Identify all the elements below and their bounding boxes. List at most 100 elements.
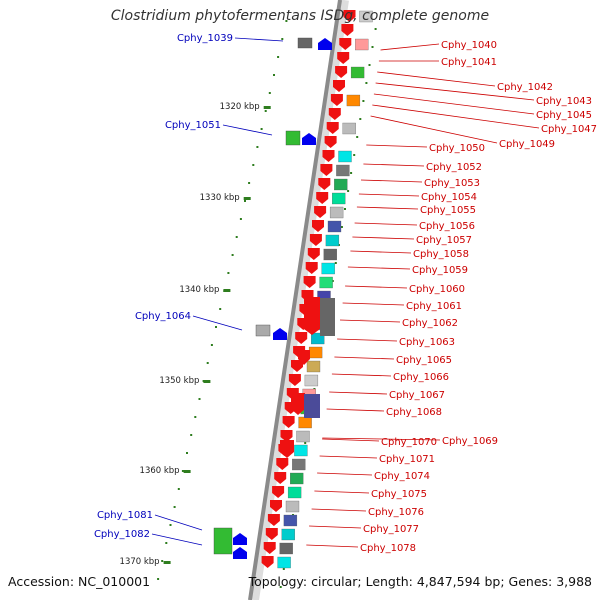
forward-gene-arrow <box>316 192 329 204</box>
scale-tick <box>203 380 211 383</box>
forward-label-leader <box>354 222 418 226</box>
forward-strand-gene <box>323 248 337 261</box>
forward-strand-gene <box>320 298 335 336</box>
forward-gene-arrow <box>326 122 339 134</box>
forward-strand-gene <box>336 164 350 177</box>
forward-gene-arrow <box>339 38 352 50</box>
forward-gene-arrow <box>312 220 324 232</box>
scale-tick-label: 1350 kbp <box>159 376 199 386</box>
guide-dot-right <box>331 280 334 282</box>
forward-gene-arrow <box>330 94 343 106</box>
reverse-gene-label: Cphy_1039 <box>177 33 233 44</box>
reverse-gene-label: Cphy_1064 <box>135 311 191 322</box>
forward-label-leader <box>314 490 370 494</box>
scale-tick <box>263 106 271 109</box>
guide-dot-left <box>190 434 193 436</box>
forward-strand-gene <box>321 262 335 275</box>
forward-strand-gene <box>359 10 373 23</box>
forward-gene-arrow <box>341 24 354 36</box>
guide-dot-right <box>347 190 350 192</box>
forward-label-leader <box>339 319 401 323</box>
forward-strand-gene <box>350 66 365 79</box>
scale-tick <box>223 289 231 292</box>
guide-dot-left <box>235 236 238 238</box>
forward-label-leader <box>306 544 359 548</box>
forward-strand-gene <box>306 360 321 373</box>
forward-label-leader <box>358 193 420 197</box>
forward-label-leader <box>356 206 419 210</box>
reverse-gene-arrow <box>302 133 316 145</box>
reverse-strand-gene <box>297 37 313 49</box>
guide-dot-right <box>374 28 377 30</box>
guide-dot-left <box>277 56 280 58</box>
forward-label-leader <box>352 236 415 240</box>
guide-dot-left <box>206 362 209 364</box>
forward-gene-arrow <box>291 360 303 372</box>
forward-strand-gene <box>290 472 304 485</box>
forward-strand-gene <box>332 192 346 205</box>
forward-label-leader <box>375 82 535 101</box>
guide-dot-right <box>365 82 368 84</box>
guide-dot-left <box>177 488 180 490</box>
gene-labels: Cphy_1039 Cphy_1051 Cphy_1064 Cphy_1081 Cphy… <box>94 33 597 554</box>
forward-gene-label: Cphy_1053 <box>424 178 480 189</box>
forward-gene-arrow <box>280 430 293 442</box>
forward-label-leader <box>317 472 373 476</box>
forward-gene-label: Cphy_1063 <box>399 337 455 348</box>
guide-dot-left <box>264 110 267 112</box>
forward-gene-arrow <box>328 108 341 120</box>
forward-label-leader <box>360 179 423 183</box>
forward-label-leader <box>345 285 408 289</box>
forward-gene-label: Cphy_1076 <box>368 507 424 518</box>
guide-dot-left <box>215 326 217 328</box>
guide-dot-left <box>219 308 222 310</box>
guide-dot-right <box>340 226 343 228</box>
forward-gene-label: Cphy_1056 <box>419 221 475 232</box>
forward-strand-gene <box>287 486 302 499</box>
forward-gene-label: Cphy_1062 <box>402 318 458 329</box>
forward-gene-arrow <box>261 556 274 568</box>
forward-gene-arrow <box>280 440 294 458</box>
reverse-strand-gene <box>285 130 301 146</box>
reverse-strand-gene <box>255 324 271 337</box>
forward-gene-label: Cphy_1042 <box>497 82 553 93</box>
forward-gene-arrow <box>270 500 282 512</box>
guide-dot-left <box>281 38 284 40</box>
forward-gene-arrow <box>322 150 335 162</box>
reverse-label-leader <box>192 315 243 331</box>
label-leader-lines <box>151 37 540 548</box>
forward-gene-label: Cphy_1049 <box>499 139 555 150</box>
forward-gene-label: Cphy_1047 <box>541 124 597 135</box>
forward-strand-gene <box>338 150 352 163</box>
forward-strand-gene <box>285 500 300 513</box>
forward-gene-label: Cphy_1057 <box>416 235 472 246</box>
guide-dot-left <box>256 146 259 148</box>
forward-gene-arrow <box>324 136 337 148</box>
forward-gene-label: Cphy_1055 <box>420 205 476 216</box>
reverse-gene-label: Cphy_1082 <box>94 529 150 540</box>
guide-dot-left <box>260 128 263 130</box>
reverse-label-leader <box>154 514 203 531</box>
forward-gene-arrow <box>307 248 320 260</box>
forward-strand-gene <box>279 542 293 555</box>
forward-gene-label: Cphy_1040 <box>441 40 497 51</box>
forward-gene-arrow <box>318 178 331 190</box>
reverse-gene-arrow <box>233 533 247 545</box>
scale-tick-label: 1330 kbp <box>200 193 240 203</box>
forward-gene-label: Cphy_1075 <box>371 489 427 500</box>
forward-strand-gene <box>294 444 308 457</box>
forward-gene-arrow <box>263 542 276 554</box>
forward-strand-gene <box>329 206 344 219</box>
forward-gene-label: Cphy_1069 <box>442 436 498 447</box>
guide-dot-right <box>350 172 353 174</box>
forward-gene-label: Cphy_1078 <box>360 543 416 554</box>
genome-summary-text: Topology: circular; Length: 4,847,594 bp… <box>248 574 592 589</box>
forward-gene-arrow <box>282 416 295 428</box>
forward-strand-gene <box>283 514 298 527</box>
gene-features <box>213 10 373 569</box>
scale-tick-label: 1340 kbp <box>179 285 219 295</box>
map-title: Clostridium phytofermentans ISDg, comple… <box>110 8 490 24</box>
forward-gene-label: Cphy_1058 <box>413 249 469 260</box>
guide-dot-left <box>173 506 176 508</box>
